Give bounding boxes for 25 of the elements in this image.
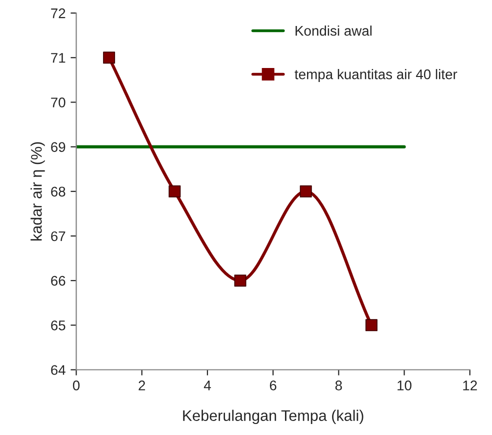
x-tick-label: 6 (270, 380, 276, 390)
y-tick-label: 64 (51, 365, 66, 375)
y-tick-label: 70 (51, 98, 66, 108)
y-tick-label: 67 (51, 231, 66, 242)
point (168, 185, 181, 198)
point (234, 274, 246, 287)
point (300, 185, 312, 198)
legend-label: tempa kuantitas air 40 liter (294, 69, 458, 82)
point (103, 52, 116, 64)
point (365, 319, 378, 332)
x-tick-label: 2 (138, 380, 146, 390)
x-tick-label: 0 (72, 380, 80, 390)
y-tick-label: 72 (51, 8, 66, 18)
legend-label: Kondisi awal (296, 26, 372, 36)
y-tick-label: 65 (51, 320, 66, 330)
y-tick-label: 66 (51, 276, 66, 286)
y-axis-title: kadar air η (%) (30, 142, 45, 240)
y-tick-label: 71 (51, 53, 66, 63)
y-tick-label: 69 (51, 142, 66, 152)
x-tick-label: 12 (463, 380, 477, 390)
x-tick-label: 8 (335, 380, 342, 390)
x-tick-label: 4 (204, 380, 211, 390)
x-tick-label: 10 (398, 380, 412, 390)
y-tick-label: 68 (51, 186, 66, 197)
x-axis-title: Keberulangan Tempa (kali) (183, 410, 364, 424)
